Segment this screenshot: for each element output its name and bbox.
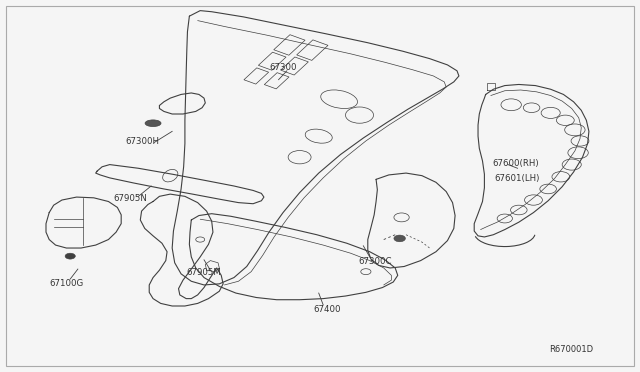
Text: 67300C: 67300C: [358, 257, 392, 266]
Bar: [244, 68, 269, 84]
Text: 67300: 67300: [269, 63, 296, 72]
Circle shape: [65, 253, 76, 259]
Text: 67601(LH): 67601(LH): [494, 174, 540, 183]
Text: 67600(RH): 67600(RH): [492, 159, 539, 169]
Bar: [281, 57, 308, 75]
Bar: [259, 52, 286, 70]
Text: 67905M: 67905M: [186, 268, 221, 277]
Text: 67905N: 67905N: [113, 195, 147, 203]
Ellipse shape: [145, 120, 161, 126]
Bar: [264, 73, 289, 89]
Circle shape: [394, 235, 405, 242]
Bar: [274, 35, 305, 55]
Text: 67400: 67400: [314, 305, 341, 314]
Text: R670001D: R670001D: [549, 345, 593, 354]
Bar: [297, 40, 328, 60]
Text: 67300H: 67300H: [125, 137, 159, 146]
Text: 67100G: 67100G: [49, 279, 83, 288]
